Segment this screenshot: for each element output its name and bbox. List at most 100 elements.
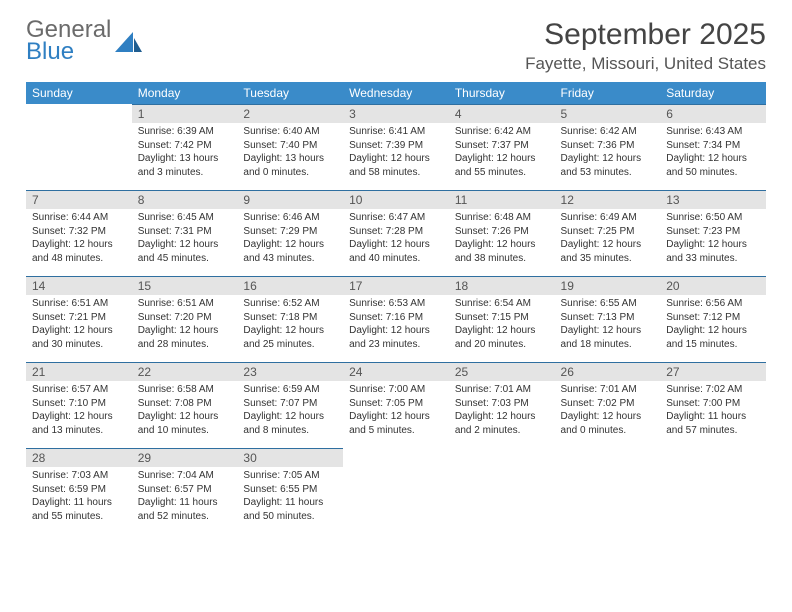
- day-number: 9: [237, 190, 343, 209]
- calendar-cell: [660, 448, 766, 534]
- logo-line2: Blue: [26, 40, 111, 64]
- day-info: Sunrise: 6:55 AMSunset: 7:13 PMDaylight:…: [555, 295, 661, 355]
- day-info: Sunrise: 6:51 AMSunset: 7:20 PMDaylight:…: [132, 295, 238, 355]
- day-number: 10: [343, 190, 449, 209]
- weekday-header: Saturday: [660, 82, 766, 104]
- calendar-cell: [449, 448, 555, 534]
- day-number: 21: [26, 362, 132, 381]
- header: General Blue September 2025 Fayette, Mis…: [26, 18, 766, 74]
- calendar-cell: [555, 448, 661, 534]
- weekday-header: Wednesday: [343, 82, 449, 104]
- calendar-cell: 2Sunrise: 6:40 AMSunset: 7:40 PMDaylight…: [237, 104, 343, 190]
- day-info: Sunrise: 6:43 AMSunset: 7:34 PMDaylight:…: [660, 123, 766, 183]
- calendar-cell: 16Sunrise: 6:52 AMSunset: 7:18 PMDayligh…: [237, 276, 343, 362]
- weekday-header: Thursday: [449, 82, 555, 104]
- calendar-cell: 28Sunrise: 7:03 AMSunset: 6:59 PMDayligh…: [26, 448, 132, 534]
- calendar-cell: 26Sunrise: 7:01 AMSunset: 7:02 PMDayligh…: [555, 362, 661, 448]
- calendar-cell: 29Sunrise: 7:04 AMSunset: 6:57 PMDayligh…: [132, 448, 238, 534]
- day-info: Sunrise: 6:54 AMSunset: 7:15 PMDaylight:…: [449, 295, 555, 355]
- calendar-cell: 24Sunrise: 7:00 AMSunset: 7:05 PMDayligh…: [343, 362, 449, 448]
- day-info: Sunrise: 6:46 AMSunset: 7:29 PMDaylight:…: [237, 209, 343, 269]
- day-info: Sunrise: 6:51 AMSunset: 7:21 PMDaylight:…: [26, 295, 132, 355]
- calendar-cell: 13Sunrise: 6:50 AMSunset: 7:23 PMDayligh…: [660, 190, 766, 276]
- day-number: 29: [132, 448, 238, 467]
- month-title: September 2025: [525, 18, 766, 52]
- day-info: Sunrise: 6:50 AMSunset: 7:23 PMDaylight:…: [660, 209, 766, 269]
- day-number: 13: [660, 190, 766, 209]
- logo-sail-icon: [115, 32, 143, 54]
- weekday-header: Tuesday: [237, 82, 343, 104]
- day-info: Sunrise: 6:48 AMSunset: 7:26 PMDaylight:…: [449, 209, 555, 269]
- calendar-cell: 21Sunrise: 6:57 AMSunset: 7:10 PMDayligh…: [26, 362, 132, 448]
- day-info: Sunrise: 6:58 AMSunset: 7:08 PMDaylight:…: [132, 381, 238, 441]
- day-number: 15: [132, 276, 238, 295]
- day-info: Sunrise: 6:53 AMSunset: 7:16 PMDaylight:…: [343, 295, 449, 355]
- weekday-row: SundayMondayTuesdayWednesdayThursdayFrid…: [26, 82, 766, 104]
- day-number: 12: [555, 190, 661, 209]
- day-number: 7: [26, 190, 132, 209]
- calendar-body: 1Sunrise: 6:39 AMSunset: 7:42 PMDaylight…: [26, 104, 766, 534]
- day-number: 17: [343, 276, 449, 295]
- calendar-cell: 9Sunrise: 6:46 AMSunset: 7:29 PMDaylight…: [237, 190, 343, 276]
- day-number: 22: [132, 362, 238, 381]
- day-info: Sunrise: 7:05 AMSunset: 6:55 PMDaylight:…: [237, 467, 343, 527]
- calendar-cell: 8Sunrise: 6:45 AMSunset: 7:31 PMDaylight…: [132, 190, 238, 276]
- day-info: Sunrise: 6:59 AMSunset: 7:07 PMDaylight:…: [237, 381, 343, 441]
- day-info: Sunrise: 7:01 AMSunset: 7:03 PMDaylight:…: [449, 381, 555, 441]
- calendar-cell: [343, 448, 449, 534]
- calendar-cell: 6Sunrise: 6:43 AMSunset: 7:34 PMDaylight…: [660, 104, 766, 190]
- calendar-cell: 19Sunrise: 6:55 AMSunset: 7:13 PMDayligh…: [555, 276, 661, 362]
- weekday-header: Friday: [555, 82, 661, 104]
- day-number: 23: [237, 362, 343, 381]
- day-number: 16: [237, 276, 343, 295]
- calendar-cell: 30Sunrise: 7:05 AMSunset: 6:55 PMDayligh…: [237, 448, 343, 534]
- day-number: 18: [449, 276, 555, 295]
- calendar-cell: 25Sunrise: 7:01 AMSunset: 7:03 PMDayligh…: [449, 362, 555, 448]
- day-number: 26: [555, 362, 661, 381]
- day-number: 20: [660, 276, 766, 295]
- calendar-cell: 1Sunrise: 6:39 AMSunset: 7:42 PMDaylight…: [132, 104, 238, 190]
- calendar-cell: 3Sunrise: 6:41 AMSunset: 7:39 PMDaylight…: [343, 104, 449, 190]
- calendar-cell: 27Sunrise: 7:02 AMSunset: 7:00 PMDayligh…: [660, 362, 766, 448]
- day-info: Sunrise: 7:04 AMSunset: 6:57 PMDaylight:…: [132, 467, 238, 527]
- location: Fayette, Missouri, United States: [525, 54, 766, 74]
- weekday-header: Monday: [132, 82, 238, 104]
- day-number: 14: [26, 276, 132, 295]
- calendar-cell: 5Sunrise: 6:42 AMSunset: 7:36 PMDaylight…: [555, 104, 661, 190]
- weekday-header: Sunday: [26, 82, 132, 104]
- day-info: Sunrise: 6:40 AMSunset: 7:40 PMDaylight:…: [237, 123, 343, 183]
- day-number: 6: [660, 104, 766, 123]
- calendar-cell: 12Sunrise: 6:49 AMSunset: 7:25 PMDayligh…: [555, 190, 661, 276]
- calendar-cell: 4Sunrise: 6:42 AMSunset: 7:37 PMDaylight…: [449, 104, 555, 190]
- calendar-table: SundayMondayTuesdayWednesdayThursdayFrid…: [26, 82, 766, 534]
- day-number: 19: [555, 276, 661, 295]
- day-number: 24: [343, 362, 449, 381]
- day-info: Sunrise: 6:47 AMSunset: 7:28 PMDaylight:…: [343, 209, 449, 269]
- day-info: Sunrise: 6:42 AMSunset: 7:36 PMDaylight:…: [555, 123, 661, 183]
- day-number: 28: [26, 448, 132, 467]
- calendar-cell: 18Sunrise: 6:54 AMSunset: 7:15 PMDayligh…: [449, 276, 555, 362]
- day-info: Sunrise: 6:41 AMSunset: 7:39 PMDaylight:…: [343, 123, 449, 183]
- calendar-cell: 22Sunrise: 6:58 AMSunset: 7:08 PMDayligh…: [132, 362, 238, 448]
- calendar-page: General Blue September 2025 Fayette, Mis…: [0, 0, 792, 534]
- day-info: Sunrise: 7:01 AMSunset: 7:02 PMDaylight:…: [555, 381, 661, 441]
- day-info: Sunrise: 6:52 AMSunset: 7:18 PMDaylight:…: [237, 295, 343, 355]
- day-info: Sunrise: 6:56 AMSunset: 7:12 PMDaylight:…: [660, 295, 766, 355]
- calendar-head: SundayMondayTuesdayWednesdayThursdayFrid…: [26, 82, 766, 104]
- day-info: Sunrise: 6:45 AMSunset: 7:31 PMDaylight:…: [132, 209, 238, 269]
- calendar-week: 14Sunrise: 6:51 AMSunset: 7:21 PMDayligh…: [26, 276, 766, 362]
- day-number: 25: [449, 362, 555, 381]
- day-info: Sunrise: 6:42 AMSunset: 7:37 PMDaylight:…: [449, 123, 555, 183]
- day-number: 11: [449, 190, 555, 209]
- day-info: Sunrise: 6:39 AMSunset: 7:42 PMDaylight:…: [132, 123, 238, 183]
- calendar-cell: 17Sunrise: 6:53 AMSunset: 7:16 PMDayligh…: [343, 276, 449, 362]
- day-info: Sunrise: 7:00 AMSunset: 7:05 PMDaylight:…: [343, 381, 449, 441]
- calendar-cell: 11Sunrise: 6:48 AMSunset: 7:26 PMDayligh…: [449, 190, 555, 276]
- calendar-cell: 15Sunrise: 6:51 AMSunset: 7:20 PMDayligh…: [132, 276, 238, 362]
- day-info: Sunrise: 7:03 AMSunset: 6:59 PMDaylight:…: [26, 467, 132, 527]
- calendar-cell: 7Sunrise: 6:44 AMSunset: 7:32 PMDaylight…: [26, 190, 132, 276]
- day-info: Sunrise: 7:02 AMSunset: 7:00 PMDaylight:…: [660, 381, 766, 441]
- day-info: Sunrise: 6:49 AMSunset: 7:25 PMDaylight:…: [555, 209, 661, 269]
- calendar-week: 28Sunrise: 7:03 AMSunset: 6:59 PMDayligh…: [26, 448, 766, 534]
- day-number: 3: [343, 104, 449, 123]
